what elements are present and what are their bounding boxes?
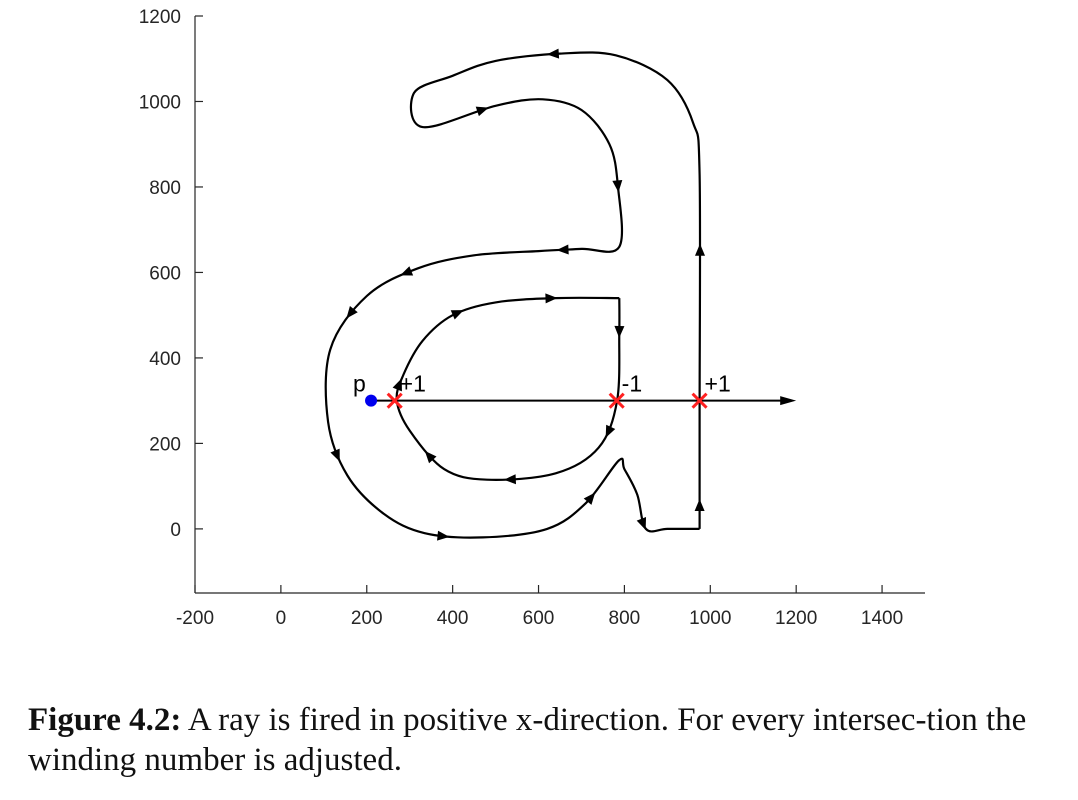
direction-arrowheads (330, 48, 705, 541)
direction-arrowhead (450, 310, 464, 320)
intersection-marker: +1 (691, 371, 731, 409)
x-tick-label: 1000 (689, 608, 731, 629)
direction-arrowhead (636, 517, 647, 531)
direction-arrowhead (475, 106, 489, 117)
y-axis-ticks: 0 200 400 600 800 1000 1200 (139, 7, 203, 541)
direction-arrowhead (546, 48, 560, 59)
y-tick-label: 1200 (139, 7, 181, 28)
x-tick-label: 600 (523, 608, 555, 629)
x-tick-label: 200 (351, 608, 383, 629)
x-axis-ticks: -200 0 200 400 600 800 1000 1200 1400 (176, 585, 903, 629)
cross-stroke (608, 392, 625, 409)
x-tick-label: -200 (176, 608, 214, 629)
direction-arrowhead (400, 266, 414, 276)
intersection-marker: -1 (608, 371, 642, 409)
y-tick-label: 600 (149, 263, 181, 284)
direction-arrowhead (392, 378, 402, 392)
direction-arrowhead (330, 448, 340, 462)
counter-contour-path (395, 296, 621, 481)
x-tick-label: 400 (437, 608, 469, 629)
direction-arrowhead (556, 244, 569, 255)
y-tick-label: 1000 (139, 92, 181, 113)
direction-arrowhead (612, 179, 623, 193)
direction-arrowhead (346, 305, 358, 319)
figure-caption: Figure 4.2: A ray is fired in positive x… (28, 700, 1058, 780)
direction-arrowhead (545, 293, 558, 304)
direction-arrowhead (583, 492, 596, 505)
x-tick-label: 800 (609, 608, 641, 629)
ray-arrowhead (780, 396, 797, 406)
direction-arrowhead (694, 499, 705, 511)
direction-arrowhead (605, 424, 616, 438)
intersection-label: +1 (400, 371, 426, 397)
direction-arrowhead (437, 530, 450, 541)
x-tick-label: 1400 (861, 608, 903, 629)
glyph-a-contours (324, 51, 702, 539)
outer-contour-path (324, 51, 702, 539)
x-tick-label: 1200 (775, 608, 817, 629)
caption-label: Figure 4.2: (28, 702, 182, 738)
direction-arrowhead (614, 325, 625, 338)
y-tick-label: 0 (170, 520, 181, 541)
plot-axes (194, 16, 925, 594)
direction-arrowhead (424, 450, 437, 464)
intersection-markers: +1 -1 +1 (386, 371, 731, 409)
point-p-marker (365, 394, 378, 407)
direction-arrowhead (695, 243, 705, 256)
intersection-label: -1 (622, 371, 642, 397)
cross-stroke (691, 392, 708, 409)
intersection-marker: +1 (386, 371, 426, 409)
point-p-label: p (353, 371, 366, 397)
y-tick-label: 800 (149, 178, 181, 199)
y-tick-label: 200 (149, 434, 181, 455)
intersection-label: +1 (705, 371, 731, 397)
caption-text: A ray is fired in positive x-direction. … (28, 702, 1027, 778)
direction-arrowhead (503, 474, 517, 485)
x-tick-label: 0 (276, 608, 287, 629)
y-tick-label: 400 (149, 349, 181, 370)
winding-number-figure: 0 200 400 600 800 1000 1200 -200 0 200 400 600 800 1… (139, 7, 925, 629)
cross-stroke (386, 392, 403, 409)
